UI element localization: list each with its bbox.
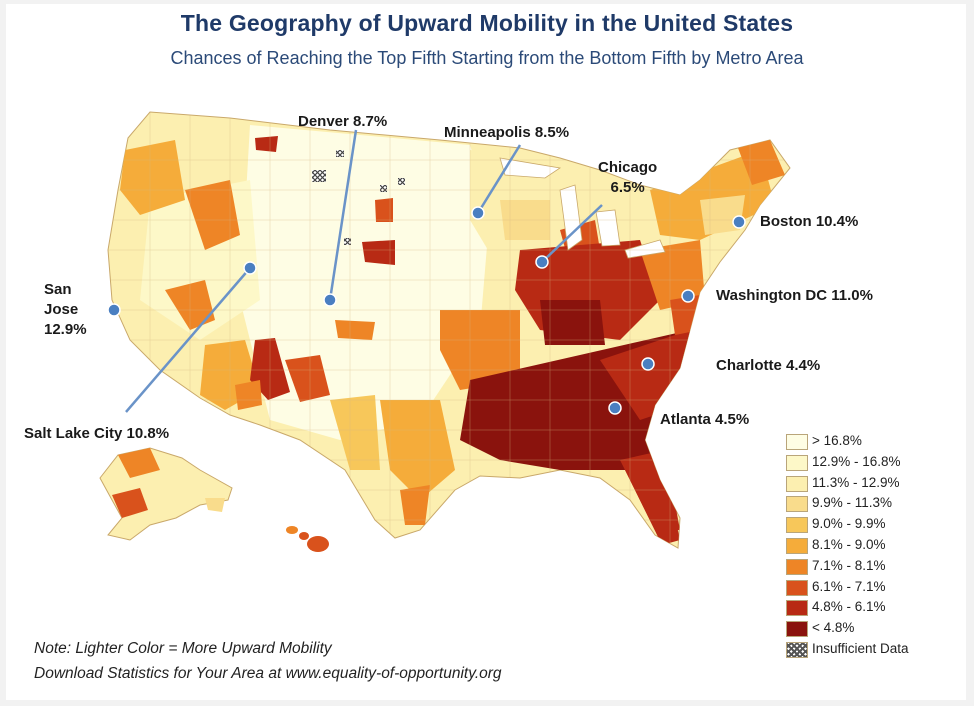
legend-label: 11.3% - 12.9% xyxy=(812,474,900,490)
city-label-atlanta: Atlanta 4.5% xyxy=(660,411,750,428)
legend-label: 9.9% - 11.3% xyxy=(812,495,893,511)
pointer-denver xyxy=(328,129,358,301)
boston-marker xyxy=(732,215,746,229)
hawaii xyxy=(286,526,329,552)
legend-swatch xyxy=(786,537,808,554)
san-jose-label-line2: Jose xyxy=(44,301,79,318)
alaska xyxy=(99,447,233,541)
map-subtitle: Chances of Reaching the Top Fifth Starti… xyxy=(170,48,804,68)
legend-swatch xyxy=(786,496,808,513)
legend-label: 7.1% - 8.1% xyxy=(812,557,886,573)
city-label-san-jose: San Jose 12.9% xyxy=(44,280,87,340)
legend-label: 8.1% - 9.0% xyxy=(812,536,886,552)
city-label-washington: Washington DC 11.0% xyxy=(716,287,873,304)
pointer-salt-lake-city xyxy=(125,267,251,413)
legend-swatch xyxy=(786,517,808,534)
note-lighter-color: Note: Lighter Color = More Upward Mobili… xyxy=(34,640,332,657)
chicago-marker xyxy=(535,255,549,269)
legend-label: < 4.8% xyxy=(812,620,855,636)
legend-label: 12.9% - 16.8% xyxy=(812,453,901,469)
san-jose-label-line1: San xyxy=(44,281,72,298)
legend-swatch xyxy=(786,600,808,617)
city-label-minneapolis: Minneapolis 8.5% xyxy=(444,124,570,141)
san-jose-marker xyxy=(107,303,121,317)
map-title: The Geography of Upward Mobility in the … xyxy=(180,10,794,36)
pointer-chicago xyxy=(541,204,603,263)
legend-label: 9.0% - 9.9% xyxy=(812,516,886,532)
denver-marker xyxy=(323,293,337,307)
pointer-minneapolis xyxy=(476,144,522,214)
legend-swatch xyxy=(786,558,808,575)
city-label-charlotte: Charlotte 4.4% xyxy=(716,357,821,374)
contiguous-us xyxy=(107,111,791,549)
note-download-link: Download Statistics for Your Area at www… xyxy=(34,665,502,682)
charlotte-marker xyxy=(641,357,655,371)
city-markers xyxy=(107,206,746,415)
city-label-boston: Boston 10.4% xyxy=(760,213,859,230)
legend-swatch xyxy=(786,579,808,596)
legend-swatch xyxy=(786,454,808,471)
legend-swatch xyxy=(786,434,808,450)
salt-lake-city-marker xyxy=(243,261,257,275)
minneapolis-marker xyxy=(471,206,485,220)
san-jose-label-line3: 12.9% xyxy=(44,321,87,338)
city-label-denver: Denver 8.7% xyxy=(298,113,388,130)
atlanta-marker xyxy=(608,401,622,415)
chicago-label-line2: 6.5% xyxy=(610,179,645,196)
city-label-salt-lake-city: Salt Lake City 10.8% xyxy=(24,425,170,442)
pointer-lines xyxy=(125,129,603,413)
legend-swatch xyxy=(786,621,808,638)
legend-label: > 16.8% xyxy=(812,433,862,448)
legend-label: Insufficient Data xyxy=(812,640,909,656)
legend-swatch xyxy=(786,475,808,492)
chicago-label-line1: Chicago xyxy=(598,159,658,176)
legend-swatch-hatched xyxy=(786,641,808,658)
legend-label: 4.8% - 6.1% xyxy=(812,599,886,615)
washington-marker xyxy=(681,289,695,303)
city-label-chicago: Chicago 6.5% xyxy=(598,158,657,198)
legend-label: 6.1% - 7.1% xyxy=(812,578,886,594)
